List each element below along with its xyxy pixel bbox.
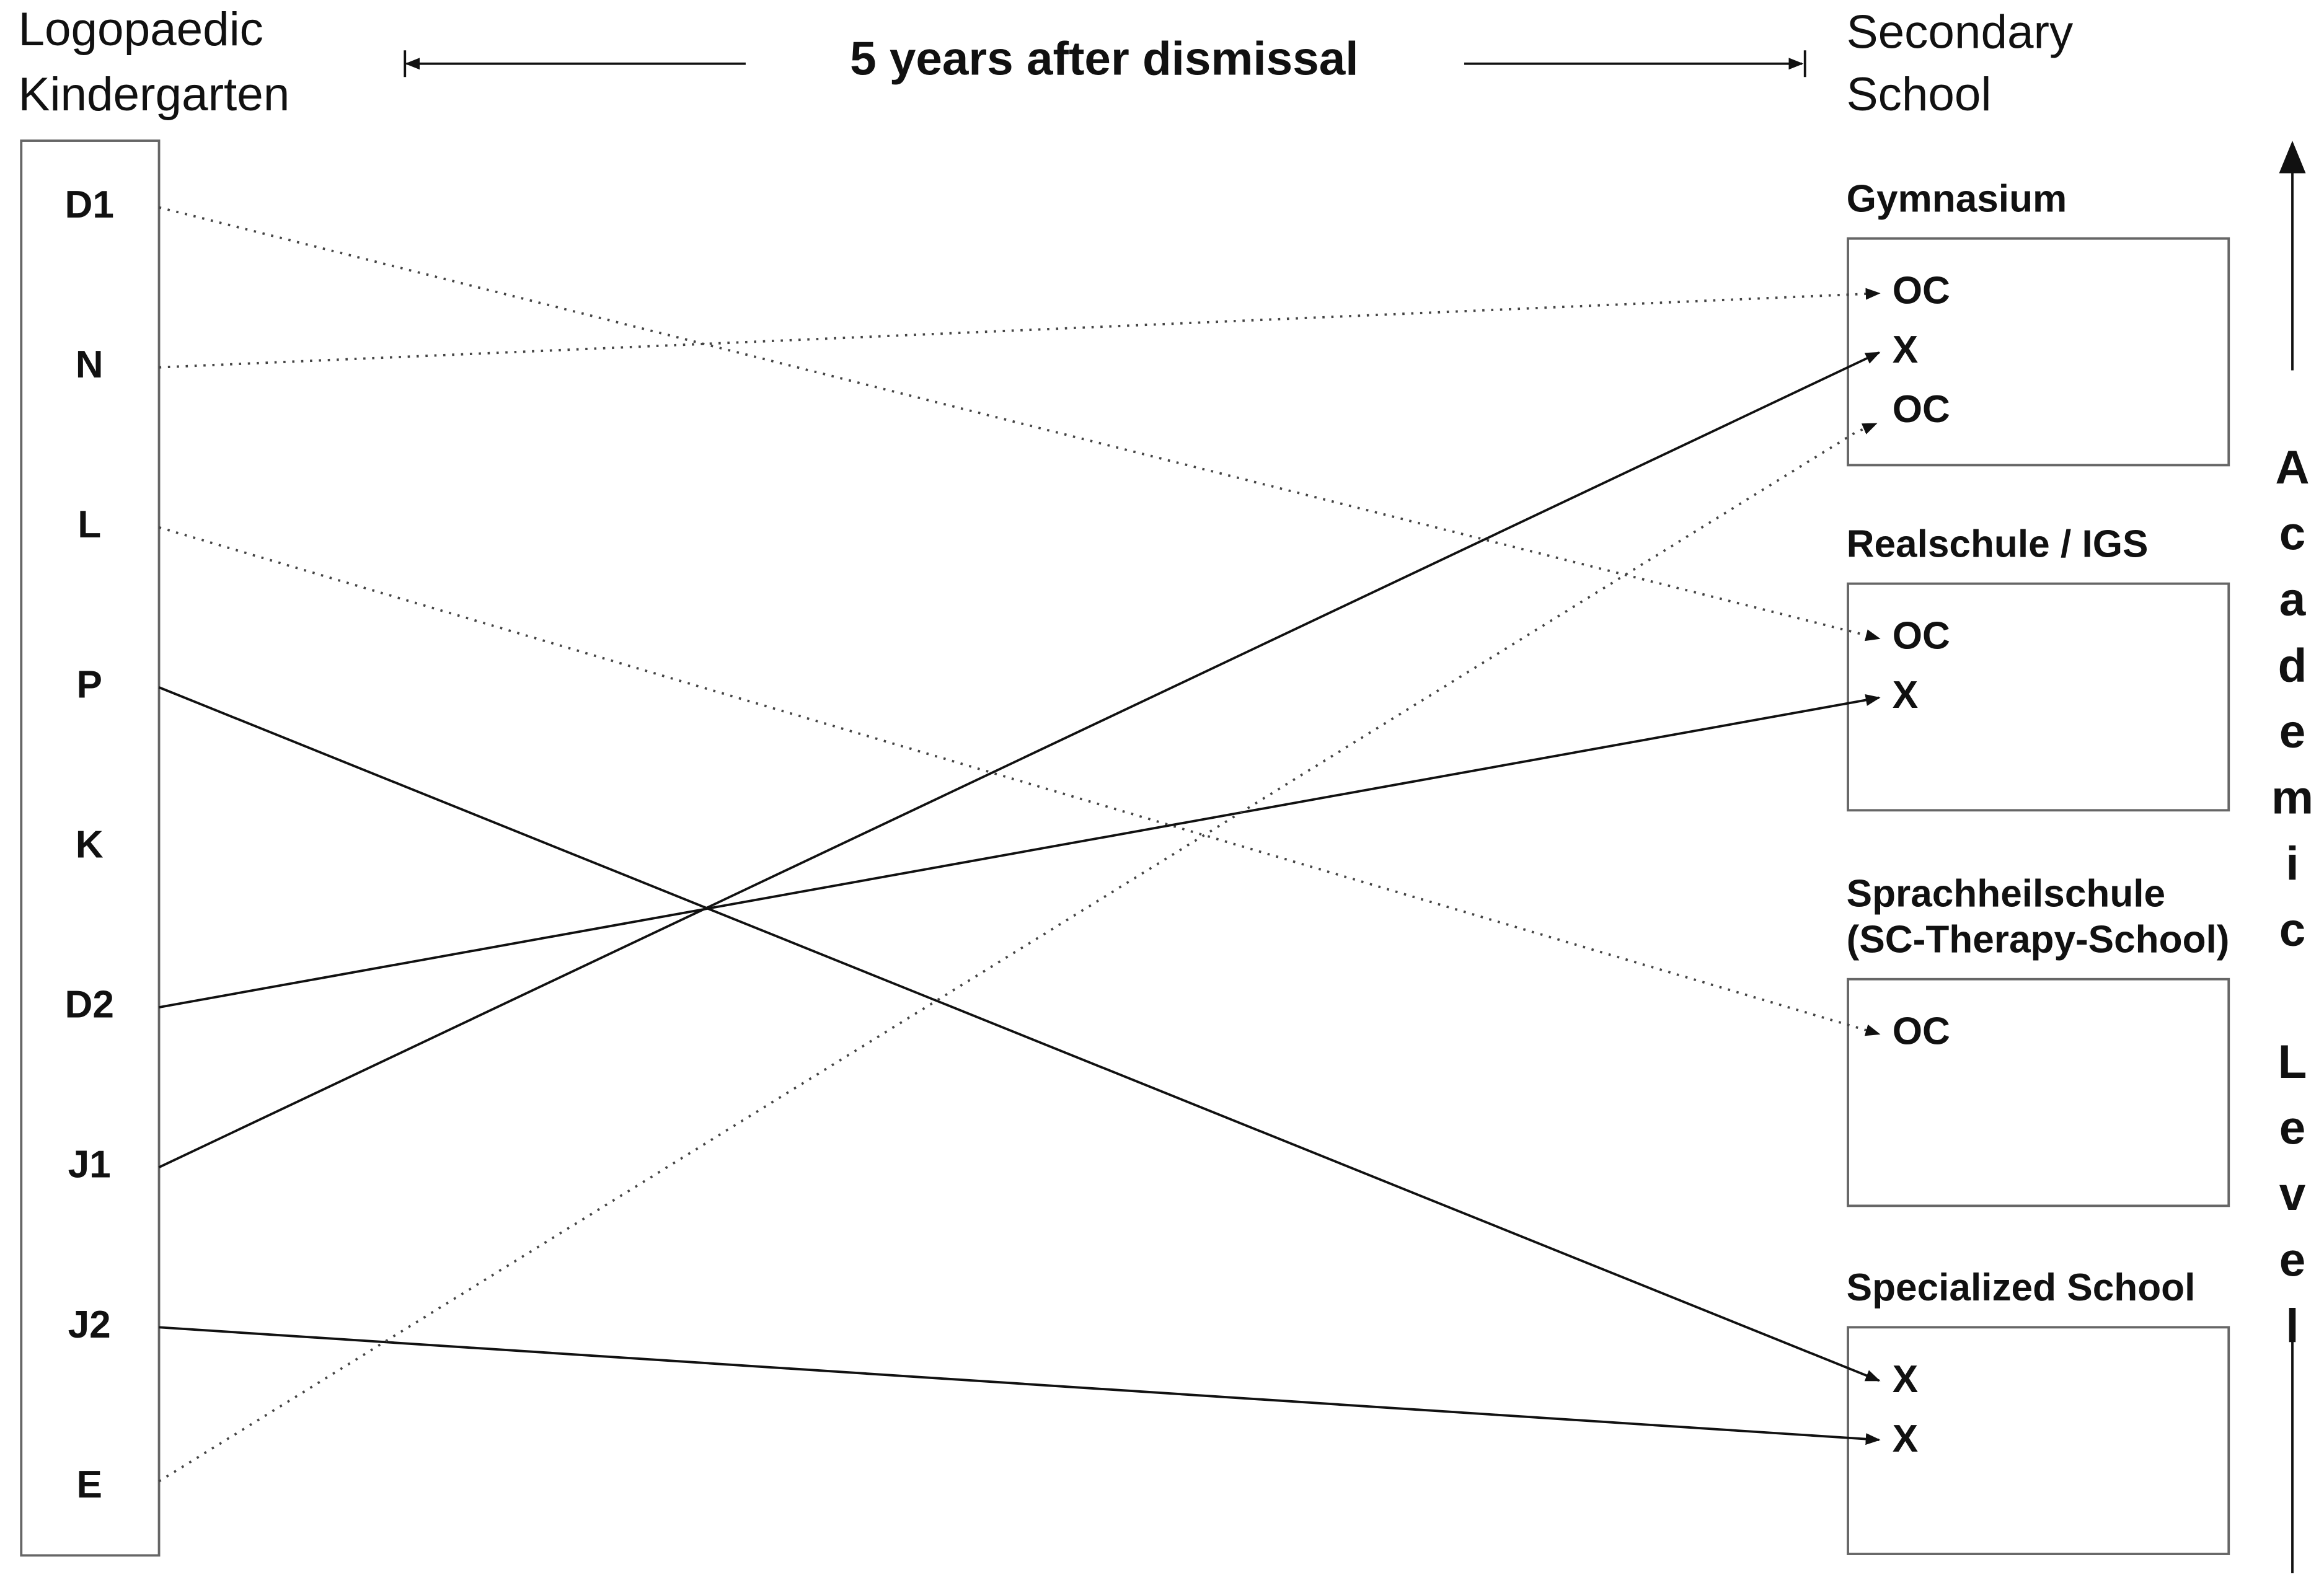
level-label: Academic Level (2266, 441, 2319, 1365)
school-entry: X (1893, 1358, 1918, 1401)
left-title: Logopaedic (18, 3, 263, 56)
school-box (1847, 1326, 2230, 1555)
connection (159, 288, 1881, 369)
school-box (1847, 977, 2230, 1207)
kindergarten-box (20, 139, 161, 1557)
school-name: Realschule / IGS (1847, 523, 2149, 565)
school-box (1847, 582, 2230, 812)
school-entry: OC (1893, 1010, 1950, 1053)
connection (158, 351, 1881, 1168)
child-label: J2 (68, 1303, 111, 1346)
school-entry: OC (1893, 614, 1950, 657)
child-label: E (76, 1463, 102, 1506)
connection (158, 686, 1881, 1382)
connection (159, 1326, 1881, 1445)
schools: Gymnasium OC X OC Realschule / IGS OC X Sprachh… (1847, 177, 2230, 1555)
school-box (1847, 237, 2230, 467)
child-label: K (76, 823, 104, 866)
connection (158, 526, 1881, 1036)
timespan: 5 years after dismissal (850, 33, 1358, 86)
child-label: D2 (64, 984, 113, 1026)
child-label: P (76, 663, 102, 706)
school-entry: OC (1893, 270, 1950, 312)
children: D1 N L P K D2 J1 J2 E (64, 183, 113, 1506)
school-entry: X (1893, 1418, 1918, 1460)
school-entry: X (1893, 674, 1918, 717)
school-entry: X (1893, 329, 1918, 371)
child-label: L (77, 503, 101, 546)
school-name: (SC-Therapy-School) (1847, 918, 2230, 961)
connection (159, 206, 1881, 642)
left-title: Kindergarten (18, 68, 289, 121)
child-label: D1 (64, 183, 113, 226)
school-name: Specialized School (1847, 1266, 2196, 1309)
school-entry: OC (1893, 388, 1950, 431)
right-title: School (1847, 68, 1992, 121)
child-label: J1 (68, 1144, 111, 1186)
school-name: Sprachheilschule (1847, 872, 2165, 915)
connection (158, 422, 1878, 1483)
school-name: Gymnasium (1847, 177, 2067, 220)
connections (158, 206, 1881, 1483)
child-label: N (76, 343, 104, 386)
connection (159, 694, 1881, 1009)
right-title: Secondary (1847, 6, 2074, 59)
